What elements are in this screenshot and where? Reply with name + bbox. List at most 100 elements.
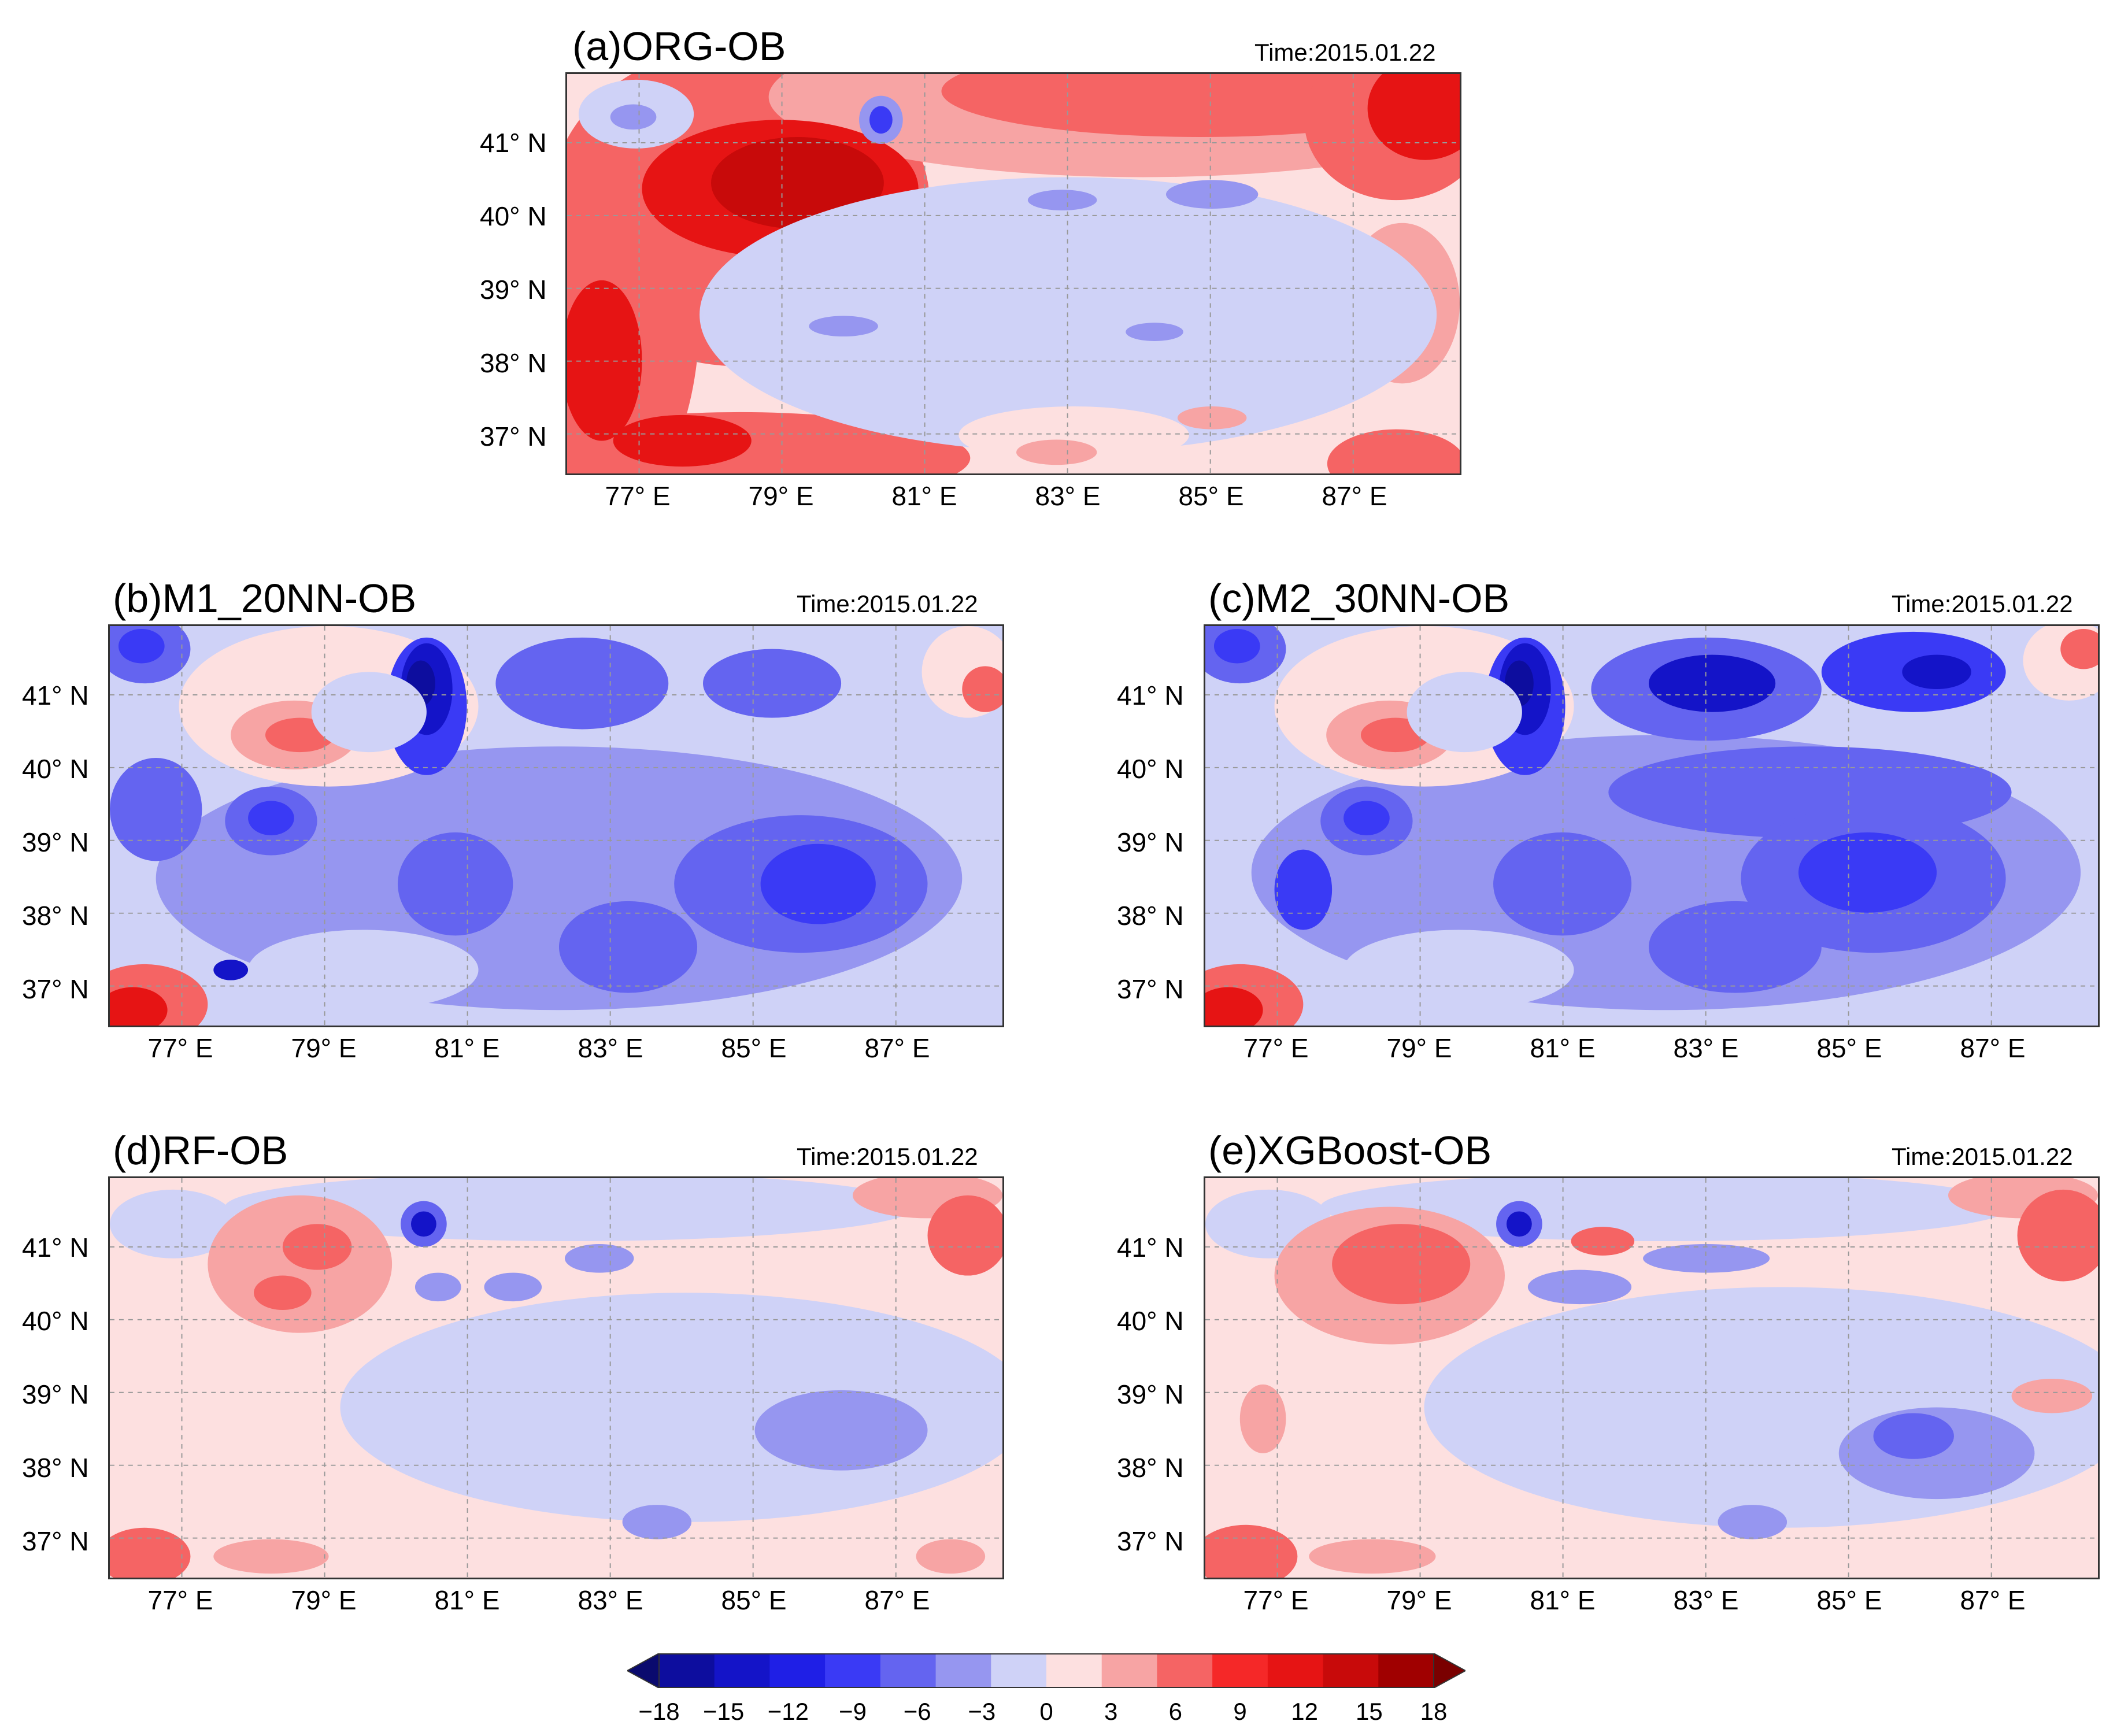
panel-time: Time:2015.01.22 (1892, 590, 2073, 617)
lon-label: 81° E (1530, 1585, 1596, 1615)
lon-label: 77° E (1243, 1585, 1309, 1615)
lon-label: 85° E (1816, 1585, 1882, 1615)
lat-label: 41° N (480, 128, 547, 158)
lat-label: 41° N (1117, 1232, 1184, 1263)
map-field-d (108, 1176, 1004, 1579)
colorbar-segment (1212, 1653, 1268, 1688)
lon-label: 79° E (291, 1033, 357, 1063)
lat-label: 38° N (22, 1453, 89, 1483)
lon-label: 83° E (1035, 481, 1101, 511)
lat-label: 37° N (22, 1526, 89, 1556)
colorbar-tick-label: −3 (968, 1698, 996, 1725)
lat-label: 40° N (22, 754, 89, 784)
panel-time: Time:2015.01.22 (797, 590, 978, 617)
lon-label: 85° E (721, 1585, 787, 1615)
colorbar-segment (825, 1653, 881, 1688)
lon-label: 83° E (1673, 1033, 1739, 1063)
lon-label: 77° E (1243, 1033, 1309, 1063)
colorbar-tick-label: −15 (703, 1698, 745, 1725)
lon-label: 77° E (147, 1585, 213, 1615)
colorbar-segment (1267, 1653, 1324, 1688)
colorbar-tick-label: −18 (638, 1698, 680, 1725)
map-field-b (108, 624, 1004, 1027)
colorbar-tick-label: 3 (1104, 1698, 1118, 1725)
lat-label: 39° N (1117, 1379, 1184, 1409)
colorbar-tick-label: −6 (903, 1698, 931, 1725)
map-field-c (1204, 624, 2100, 1027)
lon-label: 81° E (891, 481, 957, 511)
lon-label: 83° E (578, 1033, 643, 1063)
lat-label: 38° N (1117, 901, 1184, 931)
colorbar-segment (991, 1653, 1047, 1688)
colorbar-segment (769, 1653, 826, 1688)
panel-time: Time:2015.01.22 (1254, 39, 1436, 66)
lon-label: 83° E (578, 1585, 643, 1615)
lon-label: 79° E (291, 1585, 357, 1615)
lon-label: 87° E (864, 1033, 930, 1063)
lon-label: 85° E (721, 1033, 787, 1063)
panel-title: (e)XGBoost-OB (1208, 1128, 1492, 1173)
colorbar-segment (935, 1653, 991, 1688)
lon-label: 81° E (1530, 1033, 1596, 1063)
colorbar-segment (1046, 1653, 1102, 1688)
colorbar-segment (1378, 1653, 1434, 1688)
colorbar-segment (1323, 1653, 1379, 1688)
lat-label: 39° N (480, 275, 547, 305)
lat-label: 37° N (1117, 1526, 1184, 1556)
lat-label: 40° N (1117, 1306, 1184, 1336)
colorbar-segment (1157, 1653, 1213, 1688)
panel-time: Time:2015.01.22 (1892, 1143, 2073, 1170)
colorbar-segment (714, 1653, 770, 1688)
lat-label: 38° N (480, 348, 547, 378)
lon-label: 85° E (1178, 481, 1244, 511)
colorbar-frame (658, 1653, 1434, 1688)
colorbar-tick-label: −12 (767, 1698, 809, 1725)
colorbar-tick-label: 0 (1039, 1698, 1053, 1725)
colorbar-segment (1101, 1653, 1157, 1688)
colorbar (626, 1652, 1467, 1689)
lon-label: 77° E (147, 1033, 213, 1063)
colorbar-segment (880, 1653, 937, 1688)
colorbar-tick-label: 6 (1168, 1698, 1183, 1725)
lon-label: 79° E (748, 481, 814, 511)
lon-label: 79° E (1386, 1033, 1452, 1063)
colorbar-tick-label: 9 (1233, 1698, 1247, 1725)
colorbar-extend-max (1433, 1652, 1467, 1689)
lon-label: 77° E (605, 481, 671, 511)
lat-label: 39° N (1117, 827, 1184, 857)
panel-title: (d)RF-OB (113, 1128, 288, 1173)
lat-label: 40° N (480, 201, 547, 231)
lon-label: 87° E (1322, 481, 1387, 511)
lat-label: 37° N (22, 974, 89, 1004)
lat-label: 37° N (480, 421, 547, 451)
lat-label: 38° N (1117, 1453, 1184, 1483)
panel-time: Time:2015.01.22 (797, 1143, 978, 1170)
lon-label: 81° E (434, 1033, 500, 1063)
panel-title: (a)ORG-OB (572, 24, 786, 69)
map-field-e (1204, 1176, 2100, 1579)
lon-label: 81° E (434, 1585, 500, 1615)
lat-label: 41° N (22, 1232, 89, 1263)
lon-label: 83° E (1673, 1585, 1739, 1615)
colorbar-tick-label: 12 (1291, 1698, 1319, 1725)
map-field-a (565, 72, 1461, 475)
lon-label: 79° E (1386, 1585, 1452, 1615)
colorbar-svg (626, 1652, 1467, 1689)
lat-label: 40° N (1117, 754, 1184, 784)
lat-label: 41° N (22, 680, 89, 710)
colorbar-tick-label: 18 (1420, 1698, 1448, 1725)
lat-label: 37° N (1117, 974, 1184, 1004)
lon-label: 87° E (1960, 1585, 2026, 1615)
lat-label: 39° N (22, 827, 89, 857)
lon-label: 85° E (1816, 1033, 1882, 1063)
lat-label: 41° N (1117, 680, 1184, 710)
lat-label: 38° N (22, 901, 89, 931)
colorbar-tick-label: −9 (839, 1698, 867, 1725)
panel-title: (c)M2_30NN-OB (1208, 576, 1510, 621)
lat-label: 39° N (22, 1379, 89, 1409)
colorbar-tick-label: 15 (1355, 1698, 1383, 1725)
lon-label: 87° E (1960, 1033, 2026, 1063)
lon-label: 87° E (864, 1585, 930, 1615)
lat-label: 40° N (22, 1306, 89, 1336)
panel-title: (b)M1_20NN-OB (113, 576, 417, 621)
